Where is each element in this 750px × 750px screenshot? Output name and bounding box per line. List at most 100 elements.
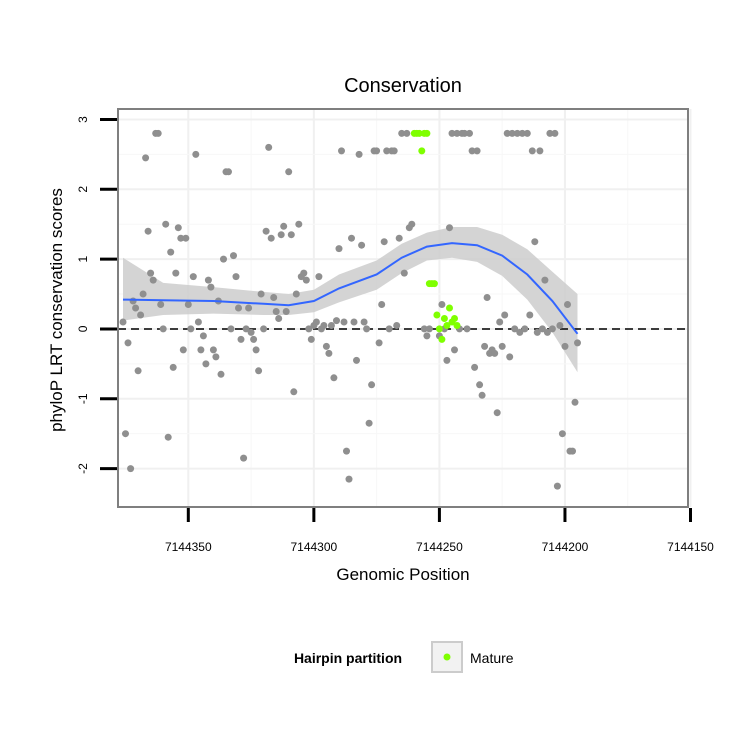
- other-point: [443, 356, 451, 364]
- y-tick-label: -2: [76, 463, 90, 474]
- other-point: [518, 129, 526, 137]
- other-point: [275, 315, 283, 322]
- other-point: [478, 391, 486, 399]
- other-point: [247, 328, 255, 336]
- other-point: [363, 325, 371, 333]
- other-point: [425, 325, 433, 333]
- other-point: [167, 248, 175, 256]
- other-point: [290, 388, 298, 396]
- mature-point: [443, 322, 451, 329]
- other-point: [149, 276, 157, 284]
- other-point: [159, 325, 167, 333]
- other-point: [330, 374, 338, 382]
- other-point: [383, 147, 391, 155]
- mature-point: [423, 129, 431, 137]
- y-tick-label: 0: [76, 325, 90, 332]
- other-point: [240, 454, 248, 462]
- other-point: [375, 339, 383, 347]
- other-point: [235, 304, 242, 312]
- other-point: [528, 147, 536, 155]
- other-point: [368, 381, 376, 389]
- chart-title: Conservation: [344, 75, 462, 97]
- other-point: [420, 325, 428, 333]
- other-point: [531, 238, 539, 246]
- mature-point: [446, 304, 453, 312]
- other-point: [270, 294, 278, 301]
- other-point: [287, 231, 295, 239]
- other-point: [137, 311, 145, 319]
- x-tick-label: 7144350: [165, 540, 212, 554]
- other-point: [169, 363, 177, 371]
- smooth-trend-line: [122, 242, 579, 335]
- other-point: [493, 409, 501, 417]
- other-point: [177, 234, 185, 242]
- other-point: [569, 447, 576, 455]
- other-point: [147, 269, 155, 277]
- other-point: [217, 370, 225, 378]
- other-point: [325, 349, 333, 357]
- other-point: [463, 325, 471, 333]
- other-point: [536, 147, 544, 155]
- mature-point: [438, 335, 446, 343]
- other-point: [523, 129, 531, 137]
- other-point: [189, 273, 197, 281]
- other-point: [503, 129, 511, 137]
- mature-point: [451, 315, 458, 322]
- other-point: [511, 325, 519, 333]
- other-point: [353, 356, 360, 364]
- other-point: [365, 419, 373, 427]
- other-point: [134, 367, 142, 375]
- other-point: [564, 301, 571, 308]
- other-point: [373, 147, 381, 155]
- other-point: [448, 129, 456, 137]
- other-point: [491, 349, 499, 357]
- other-point: [453, 129, 461, 137]
- other-point: [393, 322, 401, 329]
- other-point: [179, 346, 187, 354]
- other-point: [230, 252, 237, 260]
- other-point: [227, 325, 235, 333]
- other-point: [119, 318, 127, 326]
- mature-point: [435, 325, 443, 333]
- x-axis-title: Genomic Position: [336, 565, 469, 584]
- other-point: [242, 325, 250, 333]
- other-point: [498, 342, 506, 350]
- scatter-points: [119, 129, 581, 490]
- other-point: [199, 332, 207, 340]
- other-point: [548, 325, 556, 333]
- other-point: [197, 346, 205, 354]
- other-point: [142, 154, 150, 162]
- other-point: [204, 276, 212, 284]
- other-point: [483, 294, 491, 301]
- other-point: [277, 231, 285, 239]
- y-tick-label: 2: [76, 186, 90, 193]
- other-point: [184, 301, 192, 308]
- other-point: [338, 147, 345, 155]
- other-point: [481, 342, 489, 350]
- other-point: [132, 304, 140, 312]
- other-point: [521, 325, 529, 333]
- other-point: [438, 301, 446, 308]
- other-point: [476, 381, 484, 389]
- other-point: [320, 322, 328, 329]
- other-point: [385, 325, 393, 333]
- other-point: [272, 308, 280, 315]
- other-point: [350, 318, 358, 326]
- y-tick-label: -1: [76, 393, 90, 404]
- other-point: [345, 475, 353, 483]
- y-axis-title: phyloP LRT conservation scores: [47, 188, 66, 432]
- other-point: [250, 335, 258, 343]
- other-point: [335, 245, 343, 253]
- other-point: [285, 168, 293, 176]
- other-point: [282, 308, 290, 315]
- other-point: [292, 290, 300, 298]
- other-point: [506, 353, 514, 361]
- other-point: [322, 342, 330, 350]
- other-point: [466, 129, 473, 137]
- other-point: [202, 360, 210, 368]
- other-point: [558, 430, 566, 438]
- axes: 7144350 7144300 7144250 7144200 7144150 -2 -1 0…: [76, 116, 714, 554]
- other-point: [220, 255, 227, 263]
- other-point: [538, 325, 546, 333]
